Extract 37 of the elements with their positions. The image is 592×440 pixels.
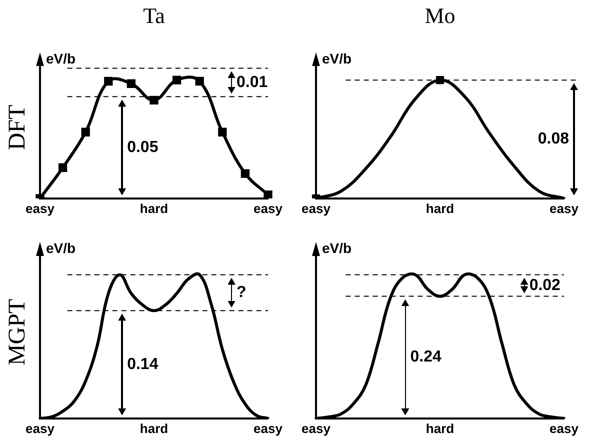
x-tick-label: easy	[26, 420, 56, 436]
annotation: 0.05	[127, 138, 158, 156]
x-tick-label: easy	[254, 420, 284, 436]
point	[58, 163, 68, 172]
point	[150, 96, 158, 105]
annotation: 0.08	[538, 130, 570, 148]
annotation: 0.14	[127, 356, 158, 373]
y-axis-title: eV/b	[46, 240, 76, 256]
x-tick-label: hard	[426, 420, 454, 436]
point	[195, 76, 204, 86]
x-tick-label: hard	[140, 420, 168, 436]
text: DFT	[4, 104, 30, 150]
y-axis-title: eV/b	[322, 240, 352, 256]
x-tick-label: easy	[550, 420, 580, 436]
x-tick-label: easy	[254, 200, 284, 216]
x-tick-label: hard	[140, 200, 168, 216]
point	[240, 169, 250, 178]
x-tick-label: easy	[302, 420, 332, 436]
y-axis-title: eV/b	[46, 50, 76, 66]
chart-title: Ta	[143, 2, 166, 28]
point	[126, 79, 136, 88]
annotation: ?	[236, 284, 246, 302]
point	[264, 190, 272, 198]
point	[104, 76, 113, 86]
point	[218, 128, 227, 136]
point	[172, 76, 182, 84]
x-tick-label: easy	[302, 200, 332, 216]
y-axis-title: eV/b	[322, 50, 352, 66]
annotation: 0.02	[529, 276, 561, 294]
x-tick-label: hard	[426, 200, 454, 216]
text: MGPT	[4, 298, 30, 366]
annotation: 0.24	[410, 348, 442, 366]
x-tick-label: easy	[26, 200, 56, 216]
chart-title: Mo	[424, 2, 456, 28]
point	[81, 128, 90, 136]
x-tick-label: easy	[550, 200, 580, 216]
annotation: 0.01	[236, 74, 268, 91]
